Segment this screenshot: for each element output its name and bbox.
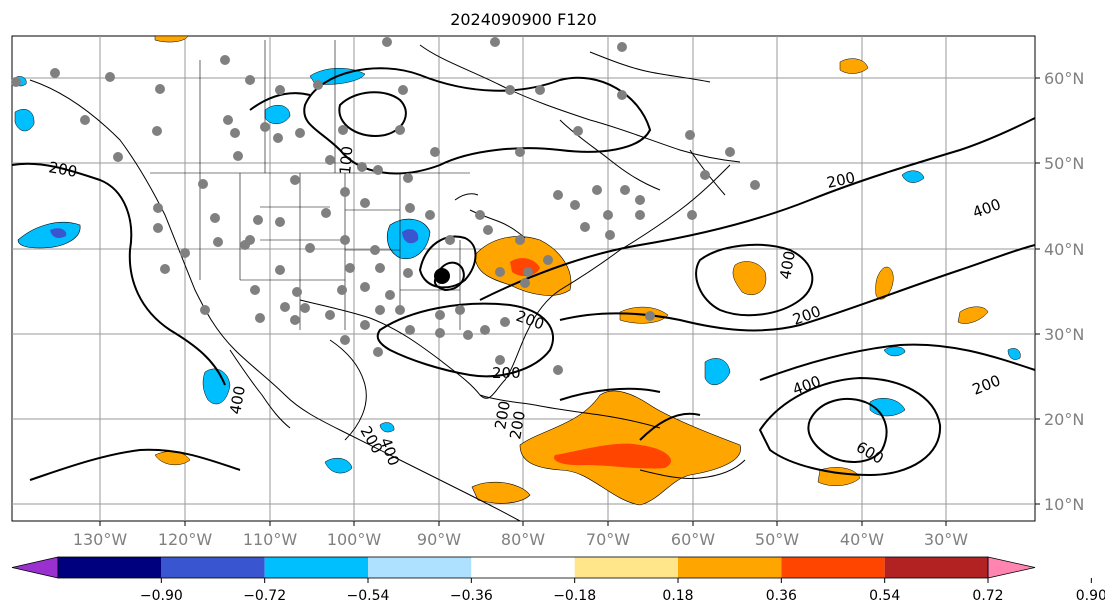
colorbar-segment xyxy=(58,557,162,578)
lat-label: 30°N xyxy=(1044,325,1084,344)
anomaly-blue-atl3 xyxy=(1007,348,1021,360)
anomaly-orange-atlantic2 xyxy=(875,266,894,300)
station-dots xyxy=(11,37,760,375)
colorbar-tick-label: 0.90 xyxy=(1076,588,1105,604)
map-title: 2024090900 F120 xyxy=(450,10,597,29)
contour-label: 400 xyxy=(226,384,249,415)
lon-label: 110°W xyxy=(243,530,298,549)
anomaly-blue-gulf xyxy=(379,422,395,433)
anomaly-orange-atlantic3 xyxy=(957,306,989,324)
anomaly-blue-bc xyxy=(14,109,35,132)
lon-label: 80°W xyxy=(501,530,545,549)
lon-label: 50°W xyxy=(755,530,799,549)
colorbar-tick-label: −0.90 xyxy=(140,588,183,604)
colorbar-extend-low xyxy=(11,556,59,579)
lat-label: 40°N xyxy=(1044,240,1084,259)
axis-ticks xyxy=(99,77,1040,526)
colorbar-tick-label: 0.54 xyxy=(869,588,900,604)
colorbar-segment xyxy=(471,557,575,578)
anomaly-orange-atlantic1 xyxy=(732,261,767,296)
storm-center-marker xyxy=(434,268,450,284)
colorbar-segment xyxy=(264,557,368,578)
colorbar-segment xyxy=(781,557,885,578)
colorbar-segments xyxy=(11,556,1036,579)
anomaly-red-caribbean xyxy=(554,443,671,469)
colorbar-ticks xyxy=(160,578,1092,583)
contour-lines xyxy=(11,67,1036,481)
lon-label: 130°W xyxy=(73,530,128,549)
map-panel: 200 200 400 200 400 200 400 600 200 200 … xyxy=(11,35,1040,526)
anomaly-darkblue-midwest xyxy=(402,229,419,244)
lat-label: 60°N xyxy=(1044,69,1084,88)
anomaly-orange-north2 xyxy=(154,35,189,43)
colorbar-tick-label: 0.72 xyxy=(972,588,1003,604)
colorbar-segment xyxy=(574,557,678,578)
anomaly-blue-canada2 xyxy=(264,104,291,124)
latitude-labels: 60°N 50°N 40°N 30°N 20°N 10°N xyxy=(1044,69,1084,514)
colorbar-tick-label: 0.18 xyxy=(662,588,693,604)
contour-label: 200 xyxy=(492,364,521,382)
colorbar-segment xyxy=(368,557,472,578)
anomaly-blue-atl5 xyxy=(883,346,906,357)
lat-label: 10°N xyxy=(1044,495,1084,514)
longitude-labels: 130°W 120°W 110°W 100°W 90°W 80°W 70°W 6… xyxy=(73,530,968,549)
lon-label: 100°W xyxy=(327,530,382,549)
colorbar-frame xyxy=(57,556,989,579)
colorbar-tick-label: −0.54 xyxy=(347,588,390,604)
colorbar-tick-label: 0.36 xyxy=(766,588,797,604)
lon-label: 120°W xyxy=(158,530,213,549)
lon-label: 30°W xyxy=(924,530,968,549)
lon-label: 40°W xyxy=(840,530,884,549)
colorbar-segment xyxy=(678,557,782,578)
lat-label: 20°N xyxy=(1044,410,1084,429)
contour-label: 400 xyxy=(776,249,799,280)
anomaly-blue-atl4 xyxy=(901,170,925,183)
lon-label: 70°W xyxy=(586,530,630,549)
colorbar-segment xyxy=(884,557,988,578)
contour-label: 200 xyxy=(506,409,529,440)
anomaly-orange-gulf xyxy=(471,481,531,504)
anomaly-orange-north xyxy=(839,58,869,74)
contour-label: 200 xyxy=(825,168,857,192)
lat-label: 50°N xyxy=(1044,154,1084,173)
colorbar-labels: −0.90 −0.72 −0.54 −0.36 −0.18 0.18 0.36 0.54 0.7… xyxy=(140,588,1105,604)
lon-label: 90°W xyxy=(417,530,461,549)
anomaly-blue-atl1 xyxy=(704,358,731,386)
contour-label: 100 xyxy=(336,145,356,175)
contour-label: 200 xyxy=(491,399,514,430)
colorbar: −0.90 −0.72 −0.54 −0.36 −0.18 0.18 0.36 0.54 0.7… xyxy=(11,556,1105,604)
anomaly-blue-baja xyxy=(202,368,231,405)
colorbar-segment xyxy=(161,557,265,578)
anomaly-darkblue-pacific xyxy=(50,228,67,238)
colorbar-extend-high xyxy=(987,556,1036,579)
lon-label: 60°W xyxy=(671,530,715,549)
colorbar-tick-label: −0.36 xyxy=(450,588,493,604)
colorbar-tick-label: −0.18 xyxy=(553,588,596,604)
colorbar-tick-label: −0.72 xyxy=(243,588,286,604)
contour-label: 200 xyxy=(47,158,78,181)
anomaly-blue-pacific xyxy=(17,222,81,249)
anomaly-blue-pac2 xyxy=(324,457,353,474)
